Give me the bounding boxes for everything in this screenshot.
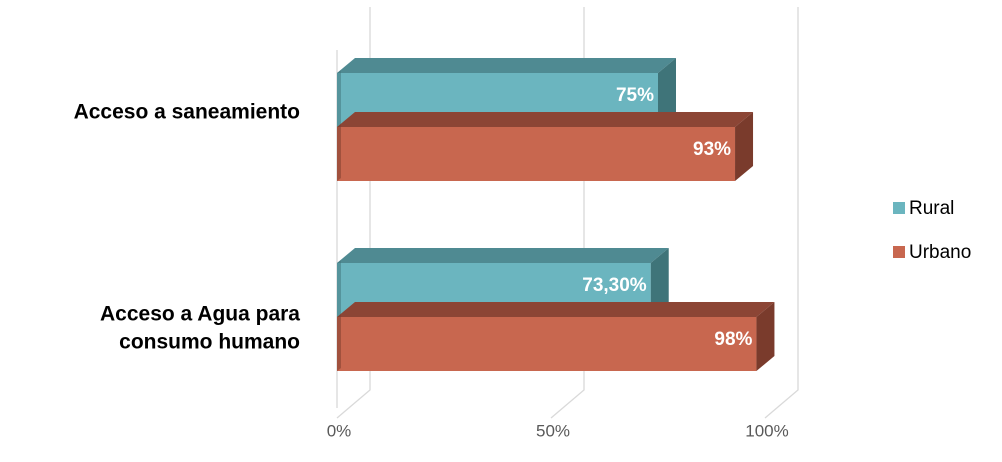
data-label-urbano-0: 93% [693, 139, 731, 160]
bars [337, 58, 775, 371]
bar-side-rural-0 [658, 58, 676, 127]
category-label-1-0: Acceso a Agua para [100, 303, 300, 326]
category-label-0-0: Acceso a saneamiento [74, 101, 300, 124]
bar-side-urbano-1 [756, 302, 775, 371]
legend-swatch-urbano [893, 246, 905, 258]
tick-label-2: 100% [745, 421, 788, 440]
legend-label-urbano: Urbano [909, 242, 971, 263]
category-labels: Acceso a saneamiento Acceso a Agua para co… [74, 101, 301, 354]
bar-bevel-rural-0 [337, 70, 341, 127]
bar-top-rural-1 [337, 248, 669, 263]
bar-bevel-urbano-0 [337, 124, 341, 181]
data-label-rural-0: 75% [616, 85, 654, 106]
bar-top-urbano-0 [337, 112, 754, 127]
category-label-1-1: consumo humano [119, 331, 300, 354]
bar-side-urbano-0 [735, 112, 754, 181]
data-label-urbano-1: 98% [714, 329, 752, 350]
bar-urbano-0 [337, 127, 736, 181]
bar-bevel-rural-1 [337, 260, 341, 317]
bar-bevel-urbano-1 [337, 314, 341, 371]
data-labels: 75% 93% 73,30% 98% [582, 85, 752, 350]
tick-label-0: 0% [327, 421, 352, 440]
bar-top-rural-0 [337, 58, 676, 73]
x-axis-ticks: 0% 50% 100% [327, 421, 789, 440]
bar-top-urbano-1 [337, 302, 775, 317]
legend-label-rural: Rural [909, 198, 954, 219]
bar-urbano-1 [337, 317, 757, 371]
gridline-2 [764, 7, 799, 419]
legend: Rural Urbano [893, 198, 971, 263]
data-label-rural-1: 73,30% [582, 275, 647, 296]
legend-swatch-rural [893, 202, 905, 214]
tick-label-1: 50% [536, 421, 570, 440]
bar-side-rural-1 [650, 248, 669, 317]
